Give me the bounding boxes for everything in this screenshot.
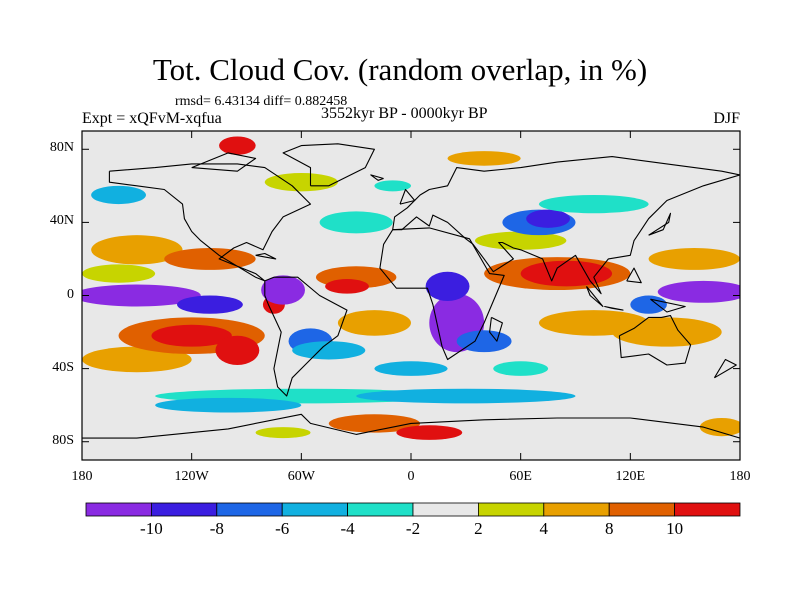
colorbar-box [412, 502, 479, 517]
field-cell [164, 247, 256, 270]
field-cell [456, 330, 512, 353]
field-cell [447, 151, 521, 166]
colorbar-box [150, 502, 218, 517]
colorbar-box [85, 502, 152, 517]
colorbar-box [281, 502, 349, 517]
colorbar-label: -6 [275, 519, 290, 538]
field-cell [630, 295, 667, 314]
stats-text: rmsd= 6.43134 diff= 0.882458 [175, 94, 348, 109]
field-cell [648, 247, 740, 270]
field-cell [261, 275, 305, 305]
colorbar-label: -10 [140, 519, 163, 538]
field-cell [264, 173, 338, 192]
field-cell [538, 194, 649, 214]
coastline [392, 156, 740, 295]
coastline [604, 305, 624, 311]
coastline [648, 212, 672, 236]
field-cell [91, 185, 146, 205]
field-cell [82, 346, 192, 373]
colorbar-label: -2 [405, 519, 421, 538]
coastline [489, 316, 503, 342]
y-tick-label: 40S [52, 359, 74, 375]
field-cell [255, 427, 311, 439]
field-cell [526, 209, 571, 228]
season-text: DJF [713, 110, 740, 127]
coastline [618, 315, 692, 366]
field-cell [493, 361, 549, 376]
x-tick-label: 60E [509, 469, 532, 484]
field-cell [520, 260, 613, 287]
field-cell [328, 414, 421, 433]
x-tick-label: 0 [407, 469, 415, 484]
colorbar [85, 502, 741, 517]
coastline [713, 358, 737, 379]
colorbar-label: -4 [340, 519, 355, 538]
x-tick-label: 120E [615, 469, 646, 484]
field-cell [82, 284, 201, 307]
colorbar-box [477, 502, 545, 517]
y-tick-label: 40N [49, 213, 74, 229]
field-cell [374, 180, 411, 192]
x-tick-label: 180 [71, 469, 93, 484]
coastline [399, 188, 416, 205]
chart-title: Tot. Cloud Cov. (random overlap, in %) [152, 52, 648, 87]
field-cell [151, 324, 232, 347]
colorbar-box [347, 502, 414, 517]
field-cell [215, 335, 260, 365]
coastline [255, 252, 277, 260]
field-cell [356, 388, 576, 404]
coastline [379, 227, 505, 361]
colorbar-label: -8 [209, 519, 224, 538]
coastline [650, 298, 686, 313]
field-cell [657, 280, 740, 303]
field-cell [474, 231, 567, 250]
period-text: 3552kyr BP - 0000kyr BP [321, 105, 488, 122]
colorbar-box [674, 502, 741, 517]
colorbar-label: 4 [539, 519, 549, 538]
field-cell [374, 361, 448, 376]
coastline [264, 276, 348, 397]
field-cell [219, 136, 256, 155]
colorbar-label: 2 [474, 519, 483, 538]
field-cell [337, 310, 412, 336]
x-tick-label: 60W [287, 469, 315, 484]
axis-ticks [81, 131, 741, 460]
colorbar-box [608, 502, 676, 517]
field-cell [319, 211, 393, 234]
coastline [82, 413, 740, 439]
cloud-cover-field [82, 136, 740, 440]
y-tick-label: 80N [49, 140, 74, 156]
field-cell [396, 425, 463, 440]
colorbar-label: 8 [604, 519, 614, 538]
coastline [585, 286, 604, 308]
coastline [191, 152, 257, 172]
field-cell [292, 341, 366, 360]
colorbar-label: 10 [666, 519, 684, 538]
field-cell [177, 295, 243, 314]
experiment-text: Expt = xQFvM-xqfua [82, 110, 222, 127]
y-tick-label: 80S [52, 432, 74, 448]
coastline [370, 174, 384, 181]
field-cell [325, 279, 369, 294]
coastline [282, 143, 375, 187]
colorbar-box [216, 502, 283, 517]
field-cell [699, 417, 740, 437]
y-tick-label: 0 [67, 286, 74, 302]
x-tick-label: 120W [174, 469, 209, 484]
coastlines [82, 143, 740, 439]
field-cell [91, 235, 183, 265]
field-cell [82, 264, 156, 283]
colorbar-box [543, 502, 610, 517]
x-tick-label: 180 [729, 469, 751, 484]
field-cell [155, 397, 302, 413]
field-cell [612, 317, 722, 347]
coastline [626, 267, 642, 284]
field-cell [425, 271, 470, 301]
coastline [108, 163, 312, 282]
